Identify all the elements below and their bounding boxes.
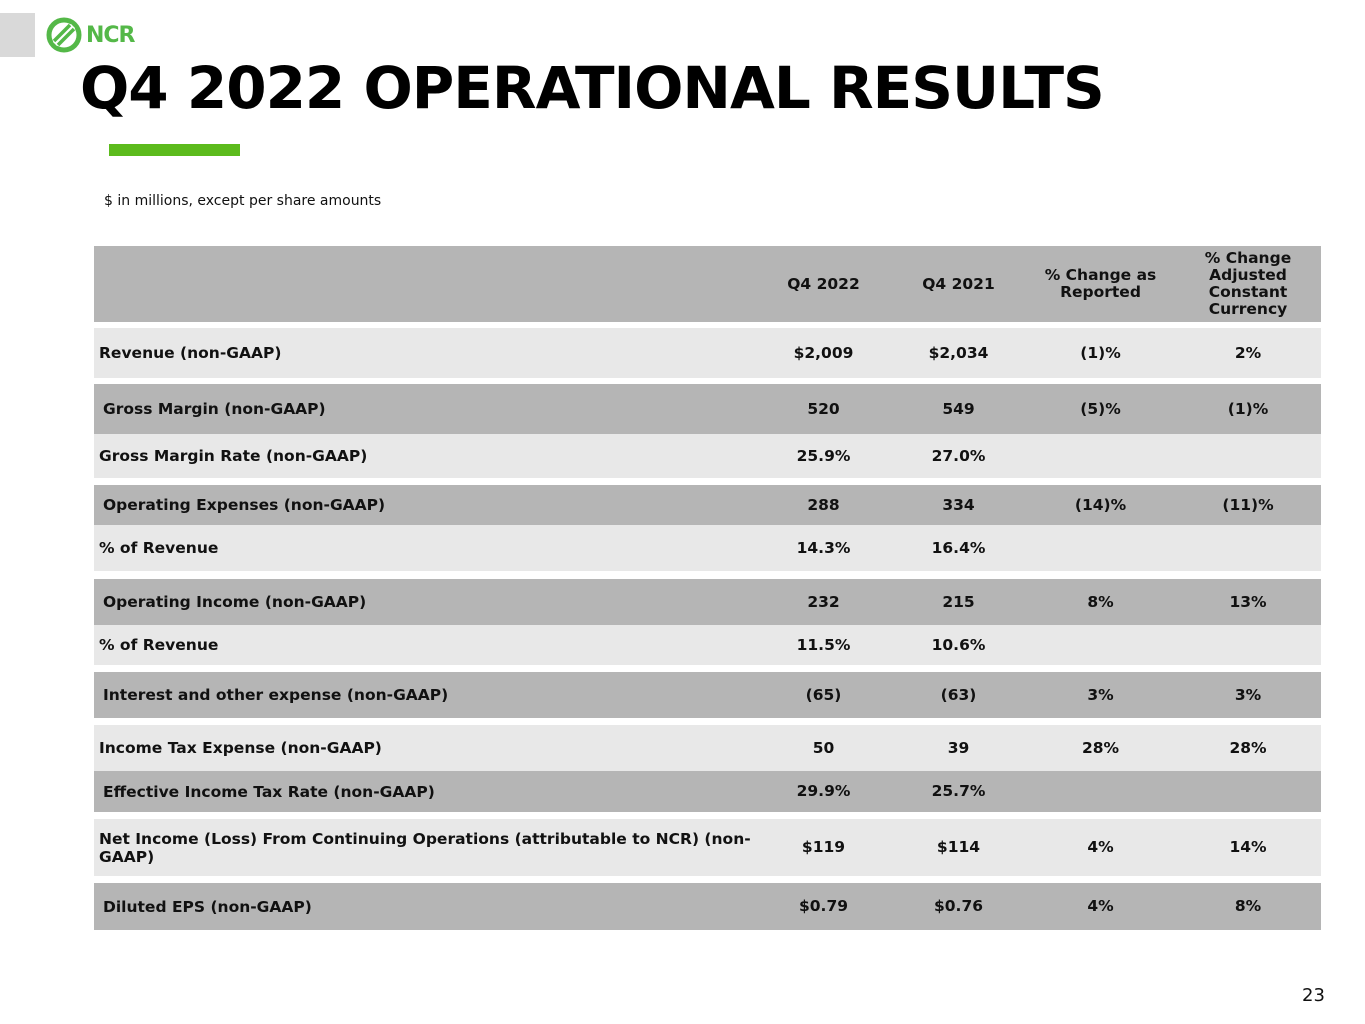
cell-q4-2021: 10.6% bbox=[931, 635, 986, 654]
cell-q4-2021: $114 bbox=[936, 838, 981, 856]
table-row: Gross Margin (non-GAAP) 520 549 (5)% (1)… bbox=[94, 384, 1321, 434]
row-label: Net Income (Loss) From Continuing Operat… bbox=[99, 829, 751, 866]
table-row: Operating Income (non-GAAP) 232 215 8% 1… bbox=[94, 579, 1321, 625]
cell-pct-reported: 4% bbox=[1087, 838, 1114, 856]
cell-pct-constant-currency: 3% bbox=[1234, 685, 1262, 704]
title-accent-bar bbox=[109, 144, 240, 156]
cell-q4-2022: 29.9% bbox=[796, 782, 851, 800]
cell-q4-2021: 334 bbox=[942, 495, 975, 514]
cell-q4-2022: $119 bbox=[801, 838, 846, 856]
table-header-row: Q4 2022 Q4 2021 % Change as Reported % C… bbox=[94, 246, 1321, 322]
row-label: Operating Income (non-GAAP) bbox=[103, 593, 367, 611]
cell-pct-constant-currency: 14% bbox=[1229, 838, 1267, 856]
cell-q4-2021: 25.7% bbox=[931, 782, 986, 800]
cell-pct-constant-currency: 8% bbox=[1234, 897, 1262, 915]
row-label: Diluted EPS (non-GAAP) bbox=[103, 897, 312, 916]
logo-text: NCR bbox=[86, 22, 135, 48]
table-row: Gross Margin Rate (non-GAAP) 25.9% 27.0% bbox=[94, 434, 1321, 478]
cell-q4-2022: 14.3% bbox=[796, 538, 851, 557]
cell-pct-reported: (5)% bbox=[1080, 399, 1121, 418]
table-row: Income Tax Expense (non-GAAP) 50 39 28% … bbox=[94, 725, 1321, 771]
row-label: Income Tax Expense (non-GAAP) bbox=[99, 739, 382, 757]
cell-q4-2022: (65) bbox=[805, 685, 842, 704]
table-row: Interest and other expense (non-GAAP) (6… bbox=[94, 672, 1321, 718]
row-label: Interest and other expense (non-GAAP) bbox=[103, 686, 449, 704]
cell-q4-2022: $0.79 bbox=[798, 897, 849, 915]
cell-q4-2021: 16.4% bbox=[931, 538, 986, 557]
corner-block bbox=[0, 13, 35, 57]
cell-q4-2022: 50 bbox=[812, 738, 835, 757]
header-cell-pct-constant-currency: % Change Adjusted Constant Currency bbox=[1204, 249, 1292, 318]
cell-q4-2021: 39 bbox=[947, 738, 970, 757]
row-label: Operating Expenses (non-GAAP) bbox=[103, 496, 386, 514]
cell-q4-2022: 288 bbox=[807, 495, 840, 514]
ncr-logo-mark-icon bbox=[46, 17, 82, 53]
units-note: $ in millions, except per share amounts bbox=[104, 193, 382, 209]
table-row: Net Income (Loss) From Continuing Operat… bbox=[94, 819, 1321, 876]
table-row: Effective Income Tax Rate (non-GAAP) 29.… bbox=[94, 771, 1321, 812]
table-row: Diluted EPS (non-GAAP) $0.79 $0.76 4% 8% bbox=[94, 883, 1321, 930]
table-row: % of Revenue 14.3% 16.4% bbox=[94, 525, 1321, 571]
cell-pct-reported: (14)% bbox=[1074, 495, 1127, 514]
cell-pct-reported: (1)% bbox=[1080, 343, 1121, 362]
cell-q4-2021: 27.0% bbox=[931, 446, 986, 465]
table-row: % of Revenue 11.5% 10.6% bbox=[94, 625, 1321, 665]
cell-q4-2021: $2,034 bbox=[928, 343, 989, 362]
header-cell-pct-reported: % Change as Reported bbox=[1044, 266, 1157, 301]
row-label: Gross Margin Rate (non-GAAP) bbox=[99, 447, 368, 465]
cell-pct-constant-currency: 28% bbox=[1229, 738, 1267, 757]
cell-q4-2022: 232 bbox=[807, 592, 840, 611]
row-label: % of Revenue bbox=[99, 539, 219, 557]
table-row: Operating Expenses (non-GAAP) 288 334 (1… bbox=[94, 485, 1321, 525]
cell-q4-2021: 215 bbox=[942, 592, 975, 611]
row-label: % of Revenue bbox=[99, 636, 219, 654]
cell-pct-constant-currency: (1)% bbox=[1227, 399, 1269, 418]
page-number: 23 bbox=[1302, 985, 1325, 1006]
cell-pct-reported: 3% bbox=[1087, 685, 1114, 704]
row-label: Effective Income Tax Rate (non-GAAP) bbox=[103, 782, 435, 801]
page-title: Q4 2022 OPERATIONAL RESULTS bbox=[80, 54, 1105, 122]
cell-q4-2021: 549 bbox=[942, 399, 975, 418]
cell-q4-2022: $2,009 bbox=[793, 343, 854, 362]
cell-pct-constant-currency: 2% bbox=[1234, 343, 1262, 362]
table-row: Revenue (non-GAAP) $2,009 $2,034 (1)% 2% bbox=[94, 328, 1321, 378]
row-label: Gross Margin (non-GAAP) bbox=[103, 400, 326, 418]
cell-pct-constant-currency: 13% bbox=[1229, 592, 1267, 611]
header-cell-q4-2021: Q4 2021 bbox=[922, 274, 995, 293]
cell-q4-2022: 25.9% bbox=[796, 446, 851, 465]
header-cell-q4-2022: Q4 2022 bbox=[787, 274, 860, 293]
cell-pct-reported: 4% bbox=[1087, 897, 1114, 915]
cell-pct-reported: 8% bbox=[1087, 592, 1114, 611]
cell-q4-2022: 11.5% bbox=[796, 635, 851, 654]
ncr-logo: NCR bbox=[46, 17, 135, 53]
cell-q4-2021: $0.76 bbox=[933, 897, 984, 915]
cell-q4-2022: 520 bbox=[807, 399, 840, 418]
cell-pct-reported: 28% bbox=[1081, 738, 1120, 757]
cell-pct-constant-currency: (11)% bbox=[1222, 495, 1274, 514]
cell-q4-2021: (63) bbox=[940, 685, 977, 704]
row-label: Revenue (non-GAAP) bbox=[99, 344, 282, 362]
